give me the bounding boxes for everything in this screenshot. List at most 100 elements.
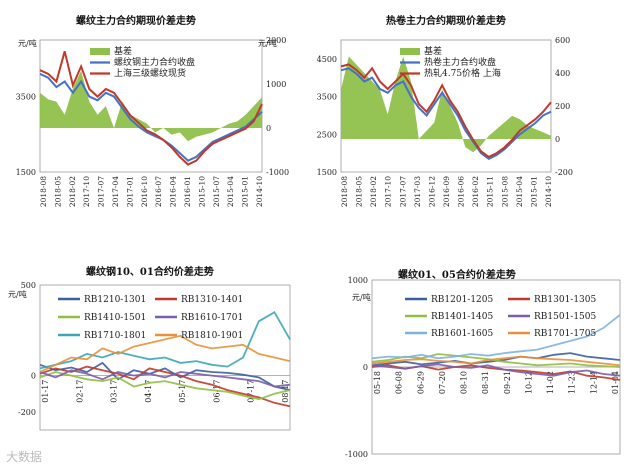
series-line-0	[39, 361, 291, 391]
x-tick-label: 2018-05	[355, 176, 364, 207]
x-tick-label: 02-17	[75, 380, 84, 403]
x-tick-label: 03-17	[110, 380, 119, 403]
x-tick-label: 12-14	[589, 371, 598, 394]
legend-label: RB1310-1401	[181, 295, 243, 305]
x-tick-label: 09-21	[503, 371, 512, 394]
x-tick-label: 2016-12	[427, 176, 436, 207]
series-line-1	[39, 365, 291, 408]
x-tick-label: 04-17	[144, 380, 153, 403]
y-tick-left: 3500	[317, 93, 337, 102]
legend-label: RB1710-1801	[84, 331, 146, 341]
y-tick-left: 1500	[16, 168, 36, 177]
legend-label: 热卷主力合约收盘	[424, 56, 496, 68]
series-area-basis	[40, 70, 262, 142]
series-area-basis	[341, 56, 551, 153]
x-tick-label: 2018-05	[53, 176, 62, 207]
y-tick-right: 200	[555, 102, 570, 111]
chart-3-title: 螺纹钢10、01合约价差走势	[86, 267, 214, 278]
y-tick-right: 2000	[266, 36, 286, 45]
chart-2-svg: 4500 3500 2500 1500 600 400 200 0 -200 2018-08 201…	[317, 36, 573, 207]
y-tick-left: 1500	[317, 168, 337, 177]
series-line-3	[39, 369, 291, 388]
x-tick-label: 2017-07	[97, 176, 106, 207]
series-line-3	[371, 363, 621, 377]
x-tick-label: 07-20	[438, 371, 447, 394]
y-tick-right: 400	[555, 69, 570, 78]
y-tick-left: 3500	[16, 93, 36, 102]
y-tick-right: 0	[266, 124, 271, 133]
x-tick-label: 2017-04	[111, 176, 120, 207]
series-line-2	[39, 51, 263, 166]
series-line-2	[371, 353, 621, 368]
x-tick-label: 2015-08	[500, 176, 509, 207]
legend-label: 螺纹钢主力合约收盘	[114, 56, 195, 68]
legend-label: RB1810-1901	[181, 331, 243, 341]
legend-swatch	[400, 48, 420, 55]
x-tick-label: 2015-01	[241, 176, 250, 207]
x-tick-label: 2015-01	[529, 176, 538, 207]
x-tick-label: 2018-02	[68, 176, 77, 207]
chart-2-title: 热卷主力合约期现价差走势	[386, 16, 506, 27]
x-tick-label: 11-23	[568, 371, 577, 394]
y-tick: 0	[363, 363, 368, 372]
legend-label: 基差	[424, 45, 442, 57]
series-line-4	[371, 314, 621, 360]
x-tick-label: 2014-10	[544, 176, 553, 207]
x-tick-label: 2016-07	[154, 176, 163, 207]
x-tick-label: 07-17	[247, 380, 256, 403]
x-tick-label: 2018-08	[39, 176, 48, 207]
x-tick-label: 2016-06	[457, 176, 466, 207]
y-axis-label-right: 元/吨	[258, 38, 277, 48]
legend-label: RB1501-1505	[534, 312, 597, 322]
x-tick-label: 2017-10	[384, 176, 393, 207]
series-line-5	[371, 355, 621, 367]
x-tick-label: 10-12	[524, 371, 533, 394]
y-axis-label: 元/吨	[8, 289, 27, 299]
legend-label: RB1610-1701	[181, 313, 243, 323]
y-tick: -200	[18, 408, 36, 417]
y-tick-right: -200	[555, 168, 573, 177]
chart-1-svg: 元/吨 元/吨 1500 3500 2000 1000 0 -1000 2018-08 2018-…	[16, 36, 289, 207]
x-tick-label: 2015-04	[226, 176, 235, 207]
x-tick-label: 2018-02	[369, 176, 378, 207]
x-tick-label: 2017-03	[413, 176, 422, 207]
y-tick: 1000	[348, 276, 368, 285]
y-tick-left: 4500	[317, 55, 337, 64]
x-tick-label: 2015-07	[212, 176, 221, 207]
x-tick-label: 08-10	[460, 371, 469, 394]
x-tick-label: 2015-11	[486, 176, 495, 207]
x-tick-label: 08-31	[481, 371, 490, 394]
legend-label: 上海三级螺纹现货	[114, 67, 186, 79]
series-line-2	[340, 63, 552, 159]
legend-label: RB1601-1605	[431, 329, 494, 339]
x-tick-label: 2018-08	[340, 176, 349, 207]
chart-1-title: 螺纹主力合约期现价差走势	[76, 16, 196, 27]
x-tick-label: 2016-09	[442, 176, 451, 207]
legend-swatch	[90, 48, 110, 55]
x-tick-label: 2017-10	[82, 176, 91, 207]
x-tick-label: 05-18	[373, 371, 382, 394]
x-tick-label: 06-29	[416, 371, 425, 394]
legend-label: RB1410-1501	[84, 313, 146, 323]
x-tick-label: 05-17	[178, 380, 187, 403]
chart-4-svg: 元/吨 1000 0 -1000 05-18 06-08 06-29 07-20 08-10 08…	[345, 276, 621, 459]
series-line-1	[340, 67, 552, 160]
x-tick-label: 2016-02	[471, 176, 480, 207]
x-tick-label: 2017-01	[125, 176, 134, 207]
legend-label: RB1701-1705	[534, 329, 597, 339]
y-axis-label: 元/吨	[352, 292, 371, 302]
legend-label: RB1301-1305	[534, 295, 597, 305]
y-tick: 0	[31, 372, 36, 381]
legend-label: RB1201-1205	[431, 295, 494, 305]
legend-label: RB1210-1301	[84, 295, 146, 305]
x-tick-label: 01-17	[41, 380, 50, 403]
watermark: 大数据	[6, 450, 43, 464]
y-tick: -1000	[345, 450, 368, 459]
legend-label: RB1401-1405	[431, 312, 494, 322]
y-tick-left: 2500	[317, 130, 337, 139]
legend-label: 基差	[114, 45, 132, 57]
legend-label: 热轧4.75价格 上海	[424, 67, 501, 79]
y-tick-right: 600	[555, 36, 570, 45]
y-tick: 500	[21, 281, 36, 290]
y-tick-right: 0	[555, 135, 560, 144]
